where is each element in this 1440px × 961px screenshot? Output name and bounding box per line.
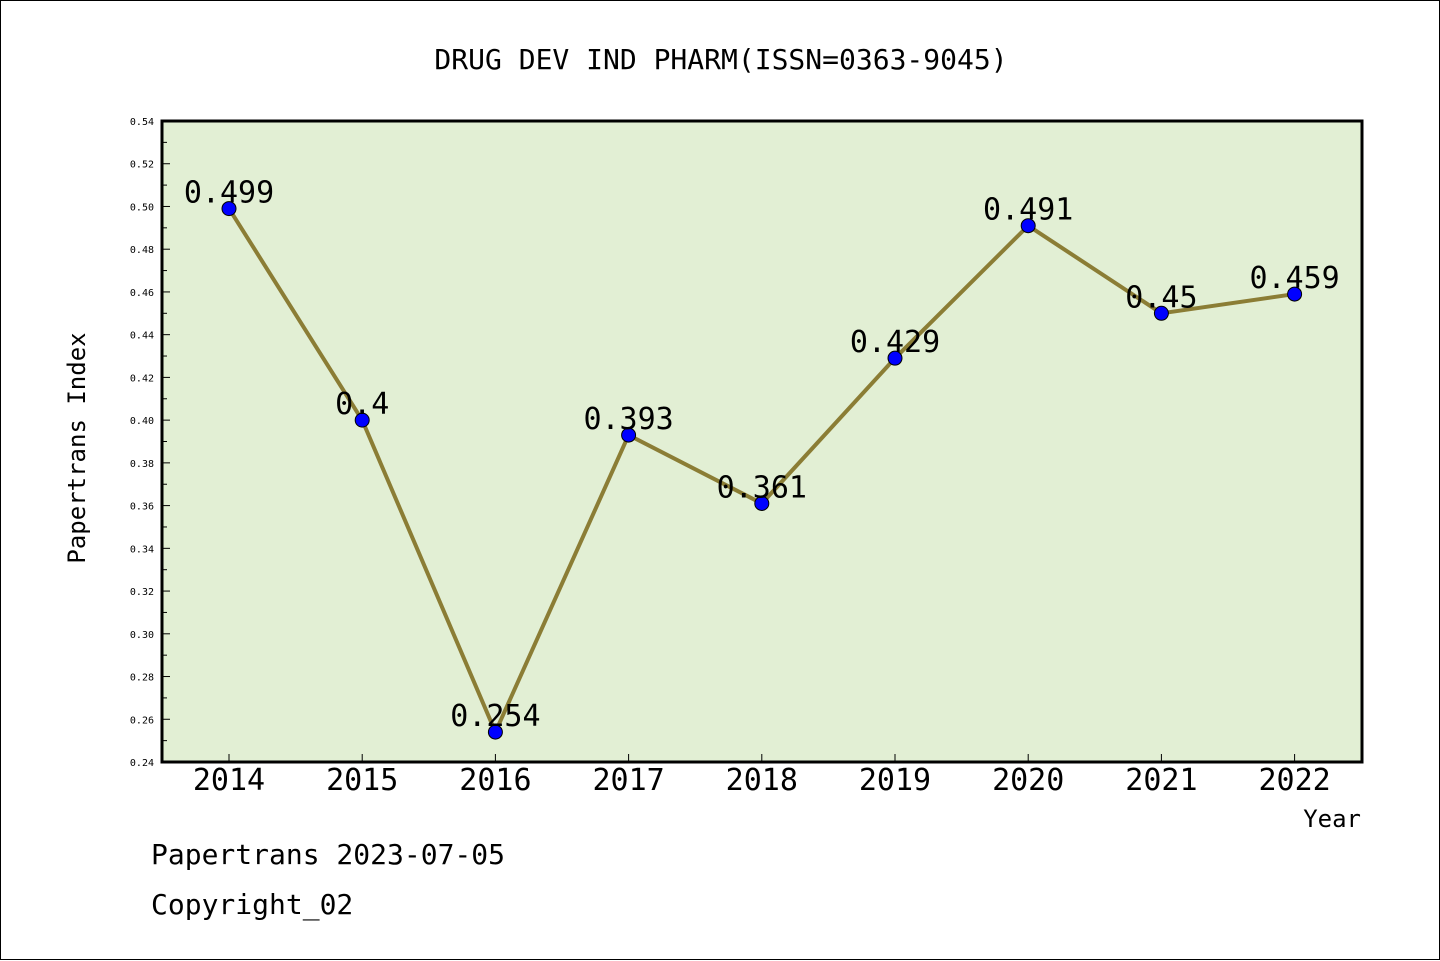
data-label: 0.254	[450, 699, 540, 734]
y-tick-label: 0.32	[130, 587, 154, 598]
y-tick-label: 0.36	[130, 502, 154, 513]
chart-title: DRUG DEV IND PHARM(ISSN=0363-9045)	[434, 43, 1007, 76]
y-tick-label: 0.30	[130, 630, 154, 641]
y-tick-label: 0.24	[130, 758, 154, 769]
y-tick-label: 0.40	[130, 416, 154, 427]
footer-copyright: Copyright_02	[151, 888, 353, 922]
y-tick-label: 0.48	[130, 245, 154, 256]
data-point	[621, 427, 637, 443]
data-label: 0.393	[583, 402, 673, 437]
data-label: 0.4	[335, 387, 389, 422]
data-point	[354, 412, 370, 428]
plot-area	[160, 119, 1364, 764]
x-tick-label: 2018	[726, 763, 798, 798]
data-label: 0.499	[184, 176, 274, 211]
x-tick-label: 2016	[459, 763, 531, 798]
y-tick-label: 0.50	[130, 202, 154, 213]
data-point	[1287, 286, 1303, 302]
x-axis: 2014 2015 2016 2017 2018 2019 2020 2021 2022	[193, 754, 1331, 798]
y-tick-label: 0.52	[130, 160, 154, 171]
y-axis-label: Papertrans Index	[63, 332, 91, 563]
data-label: 0.429	[850, 325, 940, 360]
y-tick-label: 0.26	[130, 715, 154, 726]
data-label: 0.361	[717, 470, 807, 505]
y-tick-label: 0.34	[130, 544, 154, 555]
footer-date: Papertrans 2023-07-05	[151, 838, 505, 871]
data-point	[887, 350, 903, 366]
y-tick-label: 0.44	[130, 331, 154, 342]
data-label: 0.491	[983, 193, 1073, 228]
x-tick-label: 2014	[193, 763, 265, 798]
y-tick-label: 0.28	[130, 673, 154, 684]
y-tick-label: 0.54	[130, 117, 154, 128]
x-tick-label: 2019	[859, 763, 931, 798]
x-tick-label: 2020	[992, 763, 1064, 798]
data-point	[487, 724, 503, 740]
y-tick-label: 0.42	[130, 373, 154, 384]
data-point	[1020, 218, 1036, 234]
x-tick-label: 2022	[1258, 763, 1330, 798]
y-tick-label: 0.38	[130, 459, 154, 470]
x-tick-label: 2015	[326, 763, 398, 798]
y-axis: 0.24 0.26 0.28 0.30 0.32 0.34 0.36 0.38 0.40 0.42…	[130, 117, 170, 769]
data-label: 0.45	[1125, 280, 1197, 315]
data-point	[1153, 305, 1169, 321]
x-axis-label: Year	[1303, 805, 1361, 833]
x-tick-label: 2017	[592, 763, 664, 798]
data-point	[754, 495, 770, 511]
data-label: 0.459	[1249, 261, 1339, 296]
data-point	[221, 201, 237, 217]
series-layer: 0.499 0.4 0.254 0.393 0.361 0.429 0.491 0.45 0.4…	[184, 176, 1340, 740]
x-tick-label: 2021	[1125, 763, 1197, 798]
y-tick-label: 0.46	[130, 288, 154, 299]
